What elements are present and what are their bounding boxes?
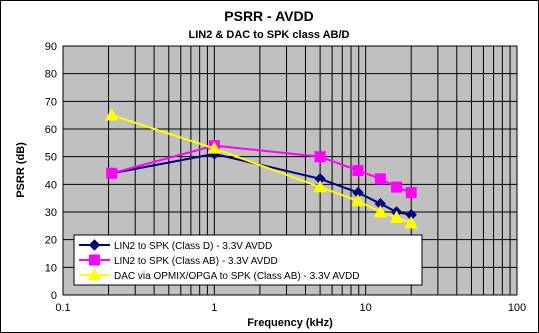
y-tick-label: 30 <box>45 207 57 219</box>
y-tick-label: 60 <box>45 124 57 136</box>
legend: LIN2 to SPK (Class D) - 3.3V AVDD LIN2 to… <box>73 234 423 286</box>
x-tick-label: 100 <box>508 302 526 314</box>
data-point <box>405 187 417 199</box>
chart-subtitle: LIN2 & DAC to SPK class AB/D <box>189 29 350 41</box>
series-layer <box>104 108 419 229</box>
y-tick-label: 50 <box>45 152 57 164</box>
legend-marker <box>87 267 102 281</box>
data-point <box>391 181 403 193</box>
data-point <box>404 216 419 229</box>
data-point <box>104 108 119 121</box>
x-axis-label: Frequency (kHz) <box>247 317 333 329</box>
data-point <box>374 173 386 185</box>
y-tick-label: 10 <box>45 262 57 274</box>
y-tick-label: 90 <box>45 41 57 53</box>
y-tick-label: 70 <box>45 96 57 108</box>
y-tick-labels: 0 10 20 30 40 50 60 70 80 90 <box>45 41 57 302</box>
legend-label: LIN2 to SPK (Class D) - 3.3V AVDD <box>114 241 272 252</box>
y-axis-label: PSRR (dB) <box>15 142 27 198</box>
data-point <box>314 151 326 163</box>
legend-marker <box>89 254 100 266</box>
data-point <box>106 167 118 179</box>
data-point <box>373 204 388 218</box>
x-tick-label: 1 <box>211 302 217 314</box>
y-tick-label: 0 <box>51 290 57 302</box>
y-tick-label: 40 <box>45 179 57 191</box>
x-tick-labels: 0.1 1 10 100 <box>55 302 526 314</box>
data-point <box>351 193 365 207</box>
legend-label: LIN2 to SPK (Class AB) - 3.3V AVDD <box>114 256 278 267</box>
data-point <box>389 210 404 223</box>
legend-marker <box>88 239 101 251</box>
chart-title: PSRR - AVDD <box>224 8 313 24</box>
x-tick-label: 10 <box>360 302 372 314</box>
x-tick-label: 0.1 <box>55 302 70 314</box>
y-tick-label: 20 <box>45 235 57 247</box>
series-3 <box>104 108 419 229</box>
y-tick-label: 80 <box>45 69 57 81</box>
data-point <box>313 180 327 193</box>
data-point <box>207 141 222 154</box>
legend-box <box>73 234 423 286</box>
legend-label: DAC via OPMIX/OPGA to SPK (Class AB) - 3… <box>114 271 359 282</box>
data-point <box>352 165 364 176</box>
